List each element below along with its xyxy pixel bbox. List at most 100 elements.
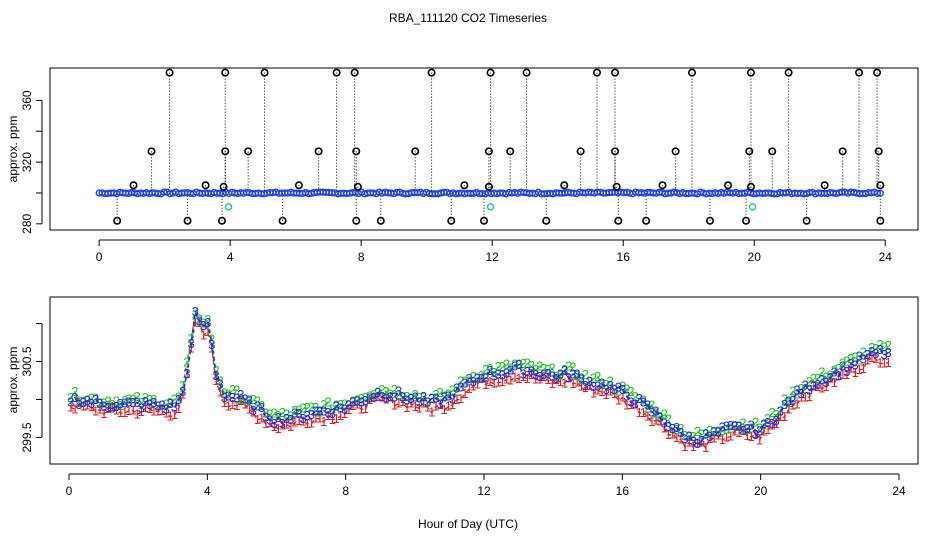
series-2-marker: 2 <box>582 367 589 382</box>
co2-timeseries-plot: 0 4 8 12 16 20 24 280 320 360 approx. ppm <box>6 67 919 264</box>
series-1-marker: 1 <box>345 402 352 417</box>
series-1-marker: 1 <box>403 400 410 415</box>
series-3-marker: 3 <box>117 396 124 411</box>
series-2-marker: 2 <box>648 397 655 412</box>
series-1-marker: 1 <box>420 395 427 410</box>
series-2-marker: 2 <box>133 389 140 404</box>
series-3-marker: 3 <box>876 342 883 357</box>
series-2-marker: 2 <box>291 403 298 418</box>
series-3-marker: 3 <box>449 392 456 407</box>
series-1-marker: 1 <box>789 398 796 413</box>
series-1-marker: 1 <box>602 387 609 402</box>
bottom-y-axis-label: approx. ppm <box>6 347 20 414</box>
series-2-marker: 2 <box>167 395 174 410</box>
series-3-marker: 3 <box>125 395 132 410</box>
series-1-marker: 1 <box>760 424 767 439</box>
series-2-marker: 2 <box>735 419 742 434</box>
series-3-marker: 3 <box>304 408 311 423</box>
series-2-marker: 2 <box>723 422 730 437</box>
series-1-marker: 1 <box>880 355 887 370</box>
series-2-marker: 2 <box>594 369 601 384</box>
series-1-marker: 1 <box>731 424 738 439</box>
series-1-marker: 1 <box>470 379 477 394</box>
series-3-marker: 3 <box>113 399 120 414</box>
series-1-marker: 1 <box>806 389 813 404</box>
series-3-marker: 3 <box>428 391 435 406</box>
series-1-marker: 1 <box>241 397 248 412</box>
series-1-marker: 1 <box>370 389 377 404</box>
series-1-marker: 1 <box>125 403 132 418</box>
series-1-marker: 1 <box>673 430 680 445</box>
series-2-marker: 2 <box>806 374 813 389</box>
series-1-marker: 1 <box>320 414 327 429</box>
series-1-marker: 1 <box>262 416 269 431</box>
series-3-marker: 3 <box>532 367 539 382</box>
series-2-marker: 2 <box>96 396 103 411</box>
spike-point <box>447 216 456 225</box>
series-1-marker: 1 <box>424 400 431 415</box>
series-2-marker: 2 <box>810 371 817 386</box>
series-3-marker: 3 <box>179 384 186 399</box>
series-1-marker: 1 <box>652 413 659 428</box>
series-2-marker: 2 <box>607 374 614 389</box>
series-3-marker: 3 <box>358 395 365 410</box>
series-3-marker: 3 <box>503 365 510 380</box>
series-2-marker: 2 <box>752 415 759 430</box>
series-2-marker: 2 <box>885 338 892 353</box>
series-2-marker: 2 <box>515 357 522 372</box>
series-1-marker: 1 <box>84 397 91 412</box>
series-2-marker: 2 <box>125 392 132 407</box>
series-1-marker: 1 <box>216 385 223 400</box>
series-3-marker: 3 <box>656 410 663 425</box>
series-3-marker: 3 <box>714 425 721 440</box>
series-3-marker: 3 <box>121 396 128 411</box>
series-1-marker: 1 <box>391 398 398 413</box>
series-3-marker: 3 <box>262 410 269 425</box>
series-2-marker: 2 <box>553 369 560 384</box>
series-2-marker: 2 <box>822 370 829 385</box>
series-3-marker: 3 <box>138 400 145 415</box>
series-2-marker: 2 <box>839 355 846 370</box>
series-3-marker: 3 <box>353 394 360 409</box>
spike-point <box>294 181 303 190</box>
series-1-marker: 1 <box>324 408 331 423</box>
series-2-marker: 2 <box>860 344 867 359</box>
series-3-marker: 3 <box>802 377 809 392</box>
series-2-marker: 2 <box>175 389 182 404</box>
bottom-y-tick-label: 299.5 <box>20 422 34 452</box>
series-1-marker: 1 <box>802 390 809 405</box>
series-3-marker: 3 <box>75 397 82 412</box>
series-2-marker: 2 <box>465 374 472 389</box>
series-2-marker: 2 <box>644 400 651 415</box>
series-1-marker: 1 <box>270 419 277 434</box>
series-1-marker: 1 <box>225 399 232 414</box>
series-3-marker: 3 <box>474 371 481 386</box>
series-1-marker: 1 <box>690 439 697 454</box>
series-1-marker: 1 <box>474 377 481 392</box>
series-2-marker: 2 <box>627 384 634 399</box>
spike-point <box>260 68 269 77</box>
series-1-marker: 1 <box>308 416 315 431</box>
spike-point <box>147 147 156 156</box>
spike-point <box>353 182 362 191</box>
series-3-marker: 3 <box>486 363 493 378</box>
series-3-marker: 3 <box>291 405 298 420</box>
series-3-marker: 3 <box>362 393 369 408</box>
spike-point <box>244 147 253 156</box>
series-1-marker: 1 <box>295 413 302 428</box>
series-3-marker: 3 <box>631 396 638 411</box>
series-2-marker: 2 <box>412 387 419 402</box>
series-2-marker: 2 <box>80 394 87 409</box>
series-3-marker: 3 <box>412 390 419 405</box>
series-2-marker: 2 <box>279 405 286 420</box>
series-3-marker: 3 <box>515 357 522 372</box>
series-3-marker: 3 <box>387 389 394 404</box>
series-1-marker: 1 <box>441 402 448 417</box>
series-3-marker: 3 <box>88 396 95 411</box>
series-2-marker: 2 <box>250 392 257 407</box>
series-3-marker: 3 <box>860 352 867 367</box>
series-1-marker: 1 <box>229 397 236 412</box>
series-2-marker: 2 <box>793 387 800 402</box>
series-1-marker: 1 <box>661 421 668 436</box>
